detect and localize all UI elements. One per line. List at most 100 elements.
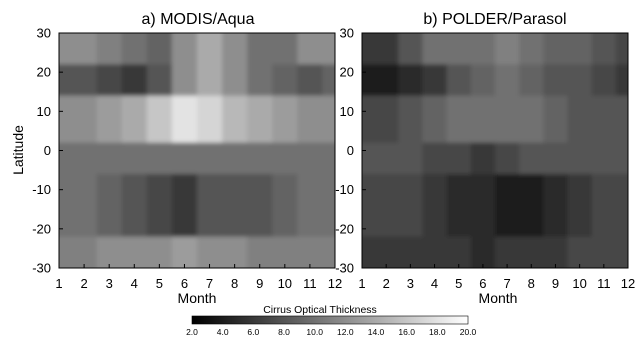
x-tick-label: 3 xyxy=(106,276,113,291)
heatmap-cell xyxy=(121,236,148,268)
heatmap-cell xyxy=(322,174,335,238)
heatmap-cell xyxy=(362,33,375,65)
colorbar-tick-label: 12.0 xyxy=(337,327,354,337)
x-tick-label: 8 xyxy=(528,276,535,291)
x-tick-label: 11 xyxy=(303,276,317,291)
heatmap-cell xyxy=(422,95,448,144)
heatmap-cell xyxy=(222,174,248,238)
heatmap-cell xyxy=(591,64,617,97)
heatmap-cell xyxy=(171,64,198,97)
colorbar-tick-label: 20.0 xyxy=(460,327,477,337)
heatmap-cell xyxy=(272,142,298,175)
heatmap-cell xyxy=(197,64,223,97)
heatmap-cell xyxy=(146,174,173,238)
colorbar-tick-label: 6.0 xyxy=(247,327,259,337)
y-tick-label: 10 xyxy=(340,104,354,119)
panel-b-heatmap xyxy=(362,33,628,268)
x-tick-label: 6 xyxy=(181,276,188,291)
heatmap-cell xyxy=(374,64,399,97)
panel-a-ylabel: Latitude xyxy=(10,125,26,175)
heatmap-cell xyxy=(197,95,223,144)
heatmap-cell xyxy=(615,174,628,238)
x-tick-label: 5 xyxy=(455,276,462,291)
heatmap-cell xyxy=(567,236,593,268)
heatmap-cell xyxy=(519,236,544,268)
heatmap-cell xyxy=(96,174,123,238)
heatmap-cell xyxy=(398,142,423,175)
heatmap-cell xyxy=(322,95,335,144)
y-tick-label: 20 xyxy=(37,65,51,80)
heatmap-cell xyxy=(422,142,448,175)
heatmap-cell xyxy=(519,33,544,65)
heatmap-cell xyxy=(146,33,173,65)
heatmap-cell xyxy=(470,236,496,268)
heatmap-cell xyxy=(543,236,569,268)
heatmap-cell xyxy=(59,236,73,268)
y-tick-label: -30 xyxy=(335,261,354,276)
heatmap-cell xyxy=(567,95,593,144)
colorbar-gradient xyxy=(191,315,469,325)
x-tick-label: 1 xyxy=(55,276,62,291)
heatmap-cell xyxy=(543,142,569,175)
heatmap-cell xyxy=(297,236,323,268)
heatmap-cell xyxy=(297,174,323,238)
heatmap-cell xyxy=(322,142,335,175)
colorbar-tick-label: 18.0 xyxy=(429,327,446,337)
heatmap-cell xyxy=(222,236,248,268)
heatmap-cell xyxy=(146,142,173,175)
heatmap-cell xyxy=(96,64,123,97)
y-tick-label: -10 xyxy=(32,182,51,197)
heatmap-cell xyxy=(519,95,544,144)
heatmap-cell xyxy=(615,142,628,175)
heatmap-cell xyxy=(615,33,628,65)
heatmap-cell xyxy=(543,33,569,65)
x-tick-label: 5 xyxy=(156,276,163,291)
heatmap-cell xyxy=(446,142,472,175)
heatmap-cell xyxy=(567,64,593,97)
heatmap-cell xyxy=(615,95,628,144)
heatmap-cell xyxy=(297,33,323,65)
heatmap-cell xyxy=(171,95,198,144)
heatmap-cell xyxy=(591,236,617,268)
heatmap-cell xyxy=(543,64,569,97)
heatmap-cell xyxy=(322,236,335,268)
heatmap-cell xyxy=(519,142,544,175)
x-tick-label: 4 xyxy=(431,276,438,291)
heatmap-cell xyxy=(146,95,173,144)
heatmap-cell xyxy=(422,236,448,268)
heatmap-cell xyxy=(446,236,472,268)
heatmap-cell xyxy=(543,174,569,238)
heatmap-cell xyxy=(247,95,273,144)
y-tick-label: 30 xyxy=(340,26,354,41)
heatmap-cell xyxy=(615,236,628,268)
heatmap-cell xyxy=(322,33,335,65)
heatmap-cell xyxy=(591,142,617,175)
x-tick-label: 7 xyxy=(503,276,510,291)
heatmap-cell xyxy=(297,64,323,97)
heatmap-cell xyxy=(71,64,98,97)
heatmap-cell xyxy=(171,236,198,268)
x-tick-label: 3 xyxy=(407,276,414,291)
x-tick-label: 12 xyxy=(621,276,635,291)
heatmap-cell xyxy=(495,236,520,268)
x-tick-label: 4 xyxy=(131,276,138,291)
heatmap-cell xyxy=(247,33,273,65)
colorbar-tick-label: 4.0 xyxy=(217,327,229,337)
heatmap-cell xyxy=(495,174,520,238)
heatmap-cell xyxy=(398,64,423,97)
heatmap-cell xyxy=(322,64,335,97)
heatmap-cell xyxy=(247,64,273,97)
heatmap-cell xyxy=(446,33,472,65)
heatmap-cell xyxy=(222,33,248,65)
heatmap-cell xyxy=(567,33,593,65)
heatmap-cell xyxy=(96,95,123,144)
heatmap-cell xyxy=(519,64,544,97)
heatmap-cell xyxy=(222,95,248,144)
heatmap-cell xyxy=(197,236,223,268)
heatmap-cell xyxy=(71,174,98,238)
heatmap-cell xyxy=(71,236,98,268)
heatmap-cell xyxy=(615,64,628,97)
heatmap-cell xyxy=(71,142,98,175)
colorbar-title: Cirrus Optical Thickness xyxy=(263,304,377,316)
